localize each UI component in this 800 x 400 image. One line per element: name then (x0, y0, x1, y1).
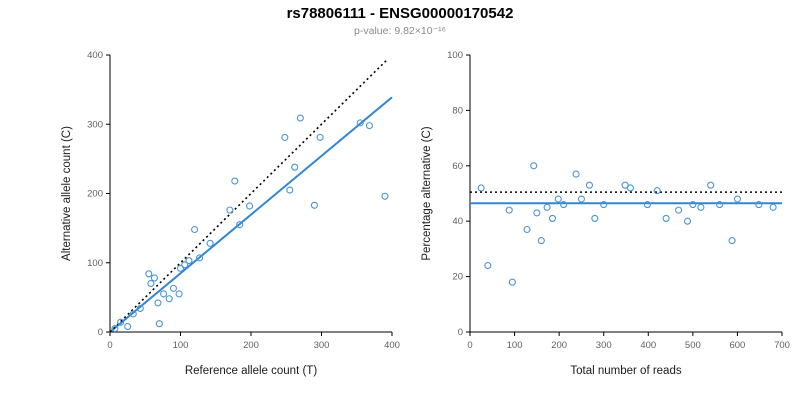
svg-text:400: 400 (87, 50, 103, 61)
svg-text:100: 100 (87, 258, 103, 269)
svg-text:0: 0 (458, 327, 463, 338)
svg-text:100: 100 (507, 340, 523, 351)
svg-text:600: 600 (729, 340, 745, 351)
svg-text:100: 100 (173, 340, 189, 351)
right-scatter-plot: 0 100 200 300 400 500 600 700 0 20 40 60 80 100 Total … (421, 50, 790, 377)
svg-text:300: 300 (87, 119, 103, 130)
svg-text:Reference allele count (T): Reference allele count (T) (185, 365, 317, 377)
svg-text:300: 300 (314, 340, 330, 351)
svg-text:300: 300 (596, 340, 612, 351)
svg-text:400: 400 (640, 340, 656, 351)
svg-text:0: 0 (98, 327, 103, 338)
svg-text:200: 200 (243, 340, 259, 351)
svg-text:200: 200 (87, 189, 103, 200)
svg-text:40: 40 (452, 216, 463, 227)
svg-text:200: 200 (551, 340, 567, 351)
svg-text:Alternative allele count (C): Alternative allele count (C) (61, 126, 73, 261)
svg-text:500: 500 (685, 340, 701, 351)
chart-subtitle: p-value: 9.82×10⁻¹⁶ (354, 25, 446, 37)
svg-text:Percentage alternative (C): Percentage alternative (C) (421, 126, 433, 260)
chart-title: rs78806111 - ENSG00000170542 (286, 5, 514, 22)
svg-text:60: 60 (452, 161, 463, 172)
svg-text:100: 100 (447, 50, 463, 61)
left-scatter-plot: 0 100 200 300 400 0 100 200 300 400 Reference alle… (61, 50, 400, 377)
svg-text:0: 0 (107, 340, 112, 351)
figure-header: rs78806111 - ENSG00000170542 p-value: 9.… (0, 4, 800, 38)
charts-row: 0 100 200 300 400 0 100 200 300 400 Reference alle… (0, 42, 800, 397)
svg-text:80: 80 (452, 105, 463, 116)
svg-text:20: 20 (452, 272, 463, 283)
svg-text:700: 700 (774, 340, 790, 351)
svg-text:0: 0 (467, 340, 472, 351)
svg-text:Total number of reads: Total number of reads (570, 365, 681, 377)
svg-text:400: 400 (384, 340, 400, 351)
